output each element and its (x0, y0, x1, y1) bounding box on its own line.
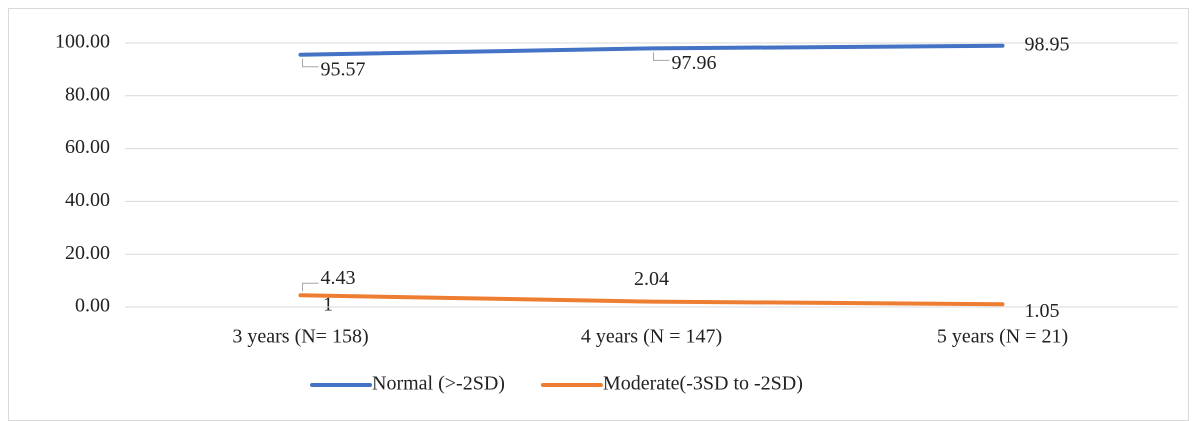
data-label: 98.95 (1025, 33, 1070, 55)
annotation: 1 (323, 294, 333, 316)
data-label: 2.04 (634, 268, 669, 290)
y-tick-label: 80.00 (65, 83, 110, 105)
data-label: 4.43 (321, 267, 356, 289)
leader-line (653, 52, 670, 61)
series-line (298, 43, 1005, 57)
legend-label: Normal (>-2SD) (372, 373, 505, 395)
y-tick-label: 60.00 (65, 136, 110, 158)
y-tick-label: 40.00 (65, 189, 110, 211)
x-tick-label: 3 years (N= 158) (232, 326, 368, 348)
data-label: 1.05 (1025, 300, 1060, 322)
leader-line (302, 58, 319, 68)
y-tick-label: 0.00 (75, 295, 110, 317)
leader-line (302, 282, 319, 292)
y-tick-label: 20.00 (65, 242, 110, 264)
data-label: 95.57 (321, 58, 366, 80)
data-label: 97.96 (672, 52, 717, 74)
x-tick-label: 4 years (N = 147) (581, 326, 722, 348)
y-tick-label: 100.00 (55, 31, 110, 53)
series-line (298, 293, 1005, 307)
x-tick-label: 5 years (N = 21) (937, 326, 1068, 348)
chart-frame (8, 8, 1189, 421)
legend-label: Moderate(-3SD to -2SD) (603, 373, 803, 395)
